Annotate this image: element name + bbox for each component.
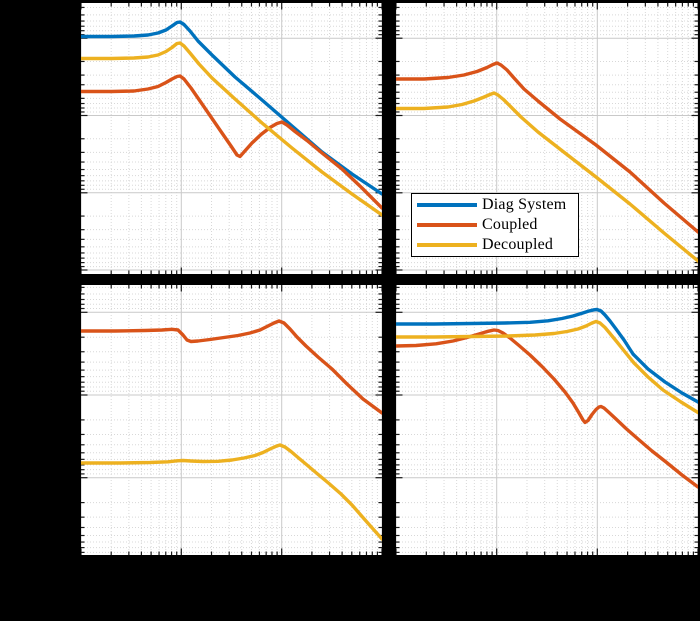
curve-decoupled (396, 91, 698, 263)
curve-coupled (396, 61, 698, 234)
legend-label-diag-system: Diag System (482, 196, 567, 213)
legend: Diag System Coupled Decoupled (411, 193, 579, 257)
curve-diag-system (396, 307, 698, 404)
legend-line-sample-decoupled (417, 243, 477, 247)
subplot-bottom-left (81, 285, 382, 555)
legend-row-decoupled: Decoupled (412, 235, 578, 255)
curve-coupled (81, 319, 382, 415)
minor-grid (81, 3, 382, 274)
major-grid (396, 3, 698, 274)
subplot-top-left (81, 3, 382, 274)
curve-decoupled (81, 41, 382, 217)
legend-row-coupled: Coupled (412, 215, 578, 235)
legend-label-decoupled: Decoupled (482, 236, 554, 253)
curve-decoupled (81, 443, 382, 541)
minor-grid (81, 285, 382, 555)
legend-line-sample-diag-system (417, 203, 477, 207)
legend-label-coupled: Coupled (482, 216, 538, 233)
axis-ticks (396, 3, 698, 274)
axis-ticks (396, 285, 698, 555)
major-grid (81, 285, 382, 555)
legend-row-diag-system: Diag System (412, 195, 578, 215)
legend-line-sample-coupled (417, 223, 477, 227)
curve-coupled (81, 74, 382, 210)
curve-diag-system (81, 20, 382, 196)
axis-ticks (81, 285, 382, 555)
major-grid (81, 3, 382, 274)
subplot-bottom-right (396, 285, 698, 555)
minor-grid (396, 285, 698, 555)
axis-ticks (81, 3, 382, 274)
curve-coupled (396, 328, 698, 489)
curve-decoupled (396, 319, 698, 415)
